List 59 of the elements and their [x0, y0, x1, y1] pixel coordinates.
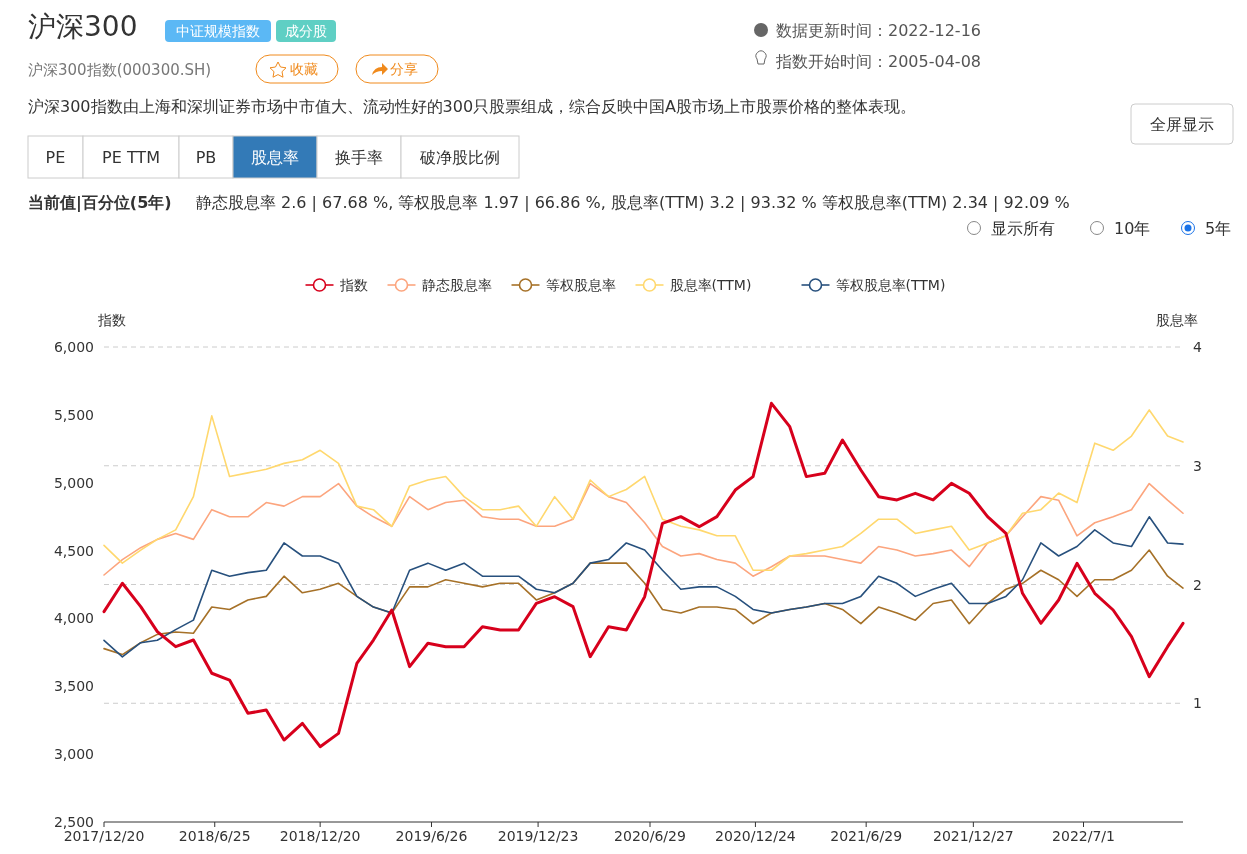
y-tick-label: 4,000 [53, 610, 94, 627]
x-tick-label: 2017/12/20 [63, 828, 145, 844]
text: 全屏显示 [1150, 115, 1214, 134]
legend-item: 等权股息率(TTM) [800, 277, 946, 293]
line-series [103, 516, 1184, 658]
text: 分享 [390, 61, 418, 77]
legend-item: 静态股息率 [386, 277, 492, 293]
legend-item: 等权股息率 [510, 277, 616, 293]
line-series [102, 401, 1185, 749]
legend-label: 股息率(TTM) [669, 277, 752, 293]
y2-tick-label: 4 [1193, 339, 1202, 355]
y-tick-label: 3,000 [53, 746, 94, 763]
text: 显示所有 [991, 219, 1055, 238]
text: 成分股 [285, 23, 327, 39]
text: 当前值|百分位(5年) [28, 193, 172, 213]
chart-title: 沪深300 [28, 10, 138, 43]
y-tick-label: 6,000 [53, 339, 94, 355]
y2-tick-label: 1 [1193, 695, 1202, 712]
text: 5年 [1205, 219, 1232, 238]
line-series [103, 409, 1184, 572]
y-tick-label: 5,500 [53, 406, 94, 423]
y-tick-label: 2,500 [53, 814, 94, 830]
line-series [103, 482, 1184, 577]
legend-label: 静态股息率 [421, 277, 492, 293]
legend-item: 股息率(TTM) [634, 277, 752, 293]
text: 中证规模指数 [176, 23, 260, 39]
y-axis-title: 指数 [97, 312, 126, 328]
y-tick-label: 5,000 [53, 474, 94, 491]
text: 收藏 [290, 61, 318, 77]
y2-axis-title: 股息率 [1156, 312, 1198, 328]
y-tick-label: 3,500 [53, 678, 94, 695]
x-tick-label: 2018/12/20 [279, 828, 361, 844]
y-tick-label: 4,500 [53, 542, 94, 559]
x-tick-label: 2019/12/23 [497, 828, 579, 844]
legend-label: 等权股息率(TTM) [835, 277, 946, 293]
text: 数据更新时间：2022-12-16 [776, 21, 981, 40]
y2-tick-label: 3 [1193, 457, 1202, 474]
text: 股息率 [251, 148, 299, 167]
text: 沪深300指数由上海和深圳证券市场中市值大、流动性好的300只股票组成，综合反映中国A股市场上市股票价格的整体表现。 [28, 97, 917, 116]
x-tick-label: 2020/6/29 [614, 828, 686, 844]
x-tick-label: 2021/12/27 [933, 828, 1014, 844]
x-tick-label: 2018/6/25 [178, 828, 251, 844]
legend-item: 指数 [304, 277, 368, 293]
x-tick-label: 2020/12/24 [715, 828, 796, 844]
legend-label: 等权股息率 [545, 277, 616, 293]
text: 破净股比例 [419, 148, 500, 167]
x-tick-label: 2019/6/26 [395, 828, 468, 844]
chart-subtitle: 沪深300指数(000300.SH) [28, 61, 212, 79]
x-tick-label: 2022/7/1 [1052, 828, 1115, 844]
text: 静态股息率 2.6 | 67.68 %, 等权股息率 1.97 | 66.86 %, 股息率(TTM) 3.2 | 93.32 % 等权股息率(TTM) 2.34 | 92.09 % [196, 193, 1070, 212]
text: PE [45, 148, 66, 167]
text: 10年 [1114, 219, 1151, 238]
y2-tick-label: 2 [1193, 576, 1202, 593]
legend-label: 指数 [338, 277, 368, 293]
text: 指数开始时间：2005-04-08 [775, 52, 981, 71]
text: PB [195, 148, 217, 167]
text: 换手率 [335, 148, 383, 167]
x-tick-label: 2021/6/29 [830, 828, 903, 844]
text: PE TTM [102, 148, 160, 167]
